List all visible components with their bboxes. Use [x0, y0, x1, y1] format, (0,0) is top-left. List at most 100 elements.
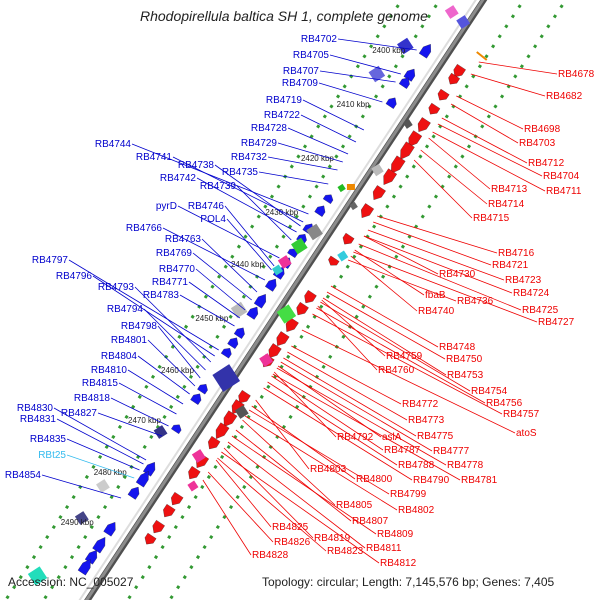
reverse-leader-17 — [347, 259, 457, 302]
reverse-gene-4 — [428, 102, 441, 115]
reverse-label-47: RB4809 — [377, 529, 414, 540]
forward-label-35: RB4830 — [17, 403, 54, 414]
gene-box-15 — [212, 364, 241, 392]
reverse-gene-29 — [152, 519, 165, 534]
reverse-label-12: RB4721 — [492, 260, 529, 271]
reverse-leader-43 — [248, 409, 390, 495]
forward-leader-11 — [214, 164, 301, 227]
forward-label-2: RB4705 — [293, 50, 330, 61]
forward-leader-8 — [277, 142, 343, 163]
gene-box-13 — [276, 304, 297, 324]
genome-title: Rhodopirellula baltica SH 1, complete ge… — [140, 8, 428, 24]
reverse-label-37: RB4788 — [398, 460, 435, 471]
accession-text: Accession: NC_005027 — [8, 575, 134, 589]
tick-label-9: 2480 kbp — [94, 468, 127, 477]
gene-box-20 — [187, 480, 199, 492]
reverse-gene-11 — [361, 203, 375, 219]
forward-leader-20 — [201, 238, 258, 293]
forward-label-25: RB4771 — [152, 277, 189, 288]
reverse-label-50: RB4811 — [366, 543, 402, 554]
reverse-gene-9 — [383, 168, 398, 185]
forward-label-21: RB4769 — [156, 248, 193, 259]
tick-label-6: 2450 kbp — [195, 314, 228, 323]
reverse-leader-53 — [202, 479, 252, 556]
forward-label-20: RB4763 — [165, 234, 202, 245]
reverse-gene-18 — [268, 343, 282, 359]
forward-leader-28 — [143, 308, 206, 371]
reverse-label-6: RB4704 — [543, 171, 580, 182]
gene-box-9 — [337, 250, 349, 262]
forward-label-1: RB4702 — [301, 34, 338, 45]
reverse-gene-30 — [144, 532, 157, 545]
reverse-leader-50 — [227, 441, 366, 549]
reverse-leader-29 — [291, 345, 402, 405]
reverse-gene-6 — [408, 130, 423, 147]
reverse-gene-27 — [171, 491, 184, 506]
reverse-label-7: RB4713 — [491, 184, 528, 195]
forward-leader-3 — [319, 70, 396, 83]
reverse-label-31: RB4775 — [417, 431, 454, 442]
gene-box-5 — [337, 183, 346, 193]
reverse-leader-35 — [271, 375, 384, 451]
forward-leader-19 — [162, 227, 266, 281]
reverse-leader-18 — [358, 243, 522, 311]
reverse-leader-7 — [428, 137, 491, 190]
forward-leader-13 — [258, 171, 329, 185]
forward-leader-6 — [300, 114, 357, 143]
gene-box-10 — [277, 255, 292, 269]
reverse-leader-41 — [255, 399, 310, 470]
reverse-label-48: RB4825 — [272, 522, 309, 533]
gene-box-1 — [397, 37, 414, 55]
forward-label-37: RB4831 — [20, 414, 57, 425]
gene-box-21 — [74, 511, 89, 525]
reverse-label-35: RB4787 — [384, 445, 421, 456]
reverse-label-52: RB4823 — [327, 546, 364, 557]
reverse-leader-30 — [287, 351, 408, 421]
forward-gene-4 — [385, 97, 397, 109]
forward-label-32: RB4810 — [91, 365, 128, 376]
forward-leader-27 — [179, 294, 235, 327]
forward-label-17: RB4746 — [188, 201, 225, 212]
reverse-leader-2 — [470, 73, 546, 97]
reverse-leader-6 — [437, 123, 543, 177]
forward-label-29: RB4798 — [121, 321, 158, 332]
forward-leader-17 — [224, 205, 275, 267]
forward-leader-15 — [236, 185, 292, 241]
forward-leader-33 — [118, 382, 177, 415]
reverse-label-42: RB4800 — [356, 474, 393, 485]
forward-leader-36 — [97, 412, 163, 437]
forward-leader-14 — [196, 177, 297, 233]
reverse-leader-20 — [353, 251, 538, 323]
reverse-gene-26 — [188, 465, 201, 480]
gene-tag-orange — [346, 184, 355, 190]
forward-label-28: RB4794 — [107, 304, 144, 315]
reverse-leader-40 — [272, 373, 461, 481]
reverse-label-17: RB4736 — [457, 296, 494, 307]
forward-label-30: RB4801 — [111, 335, 148, 346]
forward-gene-18 — [197, 384, 208, 395]
reverse-leader-28 — [312, 313, 503, 415]
reverse-label-3: RB4698 — [524, 124, 561, 135]
reverse-label-43: RB4799 — [390, 489, 427, 500]
forward-label-15: RB4739 — [200, 181, 237, 192]
forward-leader-7 — [287, 127, 349, 155]
reverse-gene-10 — [372, 185, 386, 201]
forward-label-18: POL4 — [200, 214, 226, 225]
reverse-leader-31 — [283, 357, 417, 437]
forward-leader-21 — [192, 252, 252, 301]
forward-gene-1 — [418, 43, 431, 59]
forward-leader-39 — [66, 454, 135, 479]
reverse-leader-5 — [441, 117, 528, 164]
reverse-label-22: RB4759 — [386, 351, 423, 362]
reverse-label-28: RB4757 — [503, 409, 540, 420]
forward-leader-29 — [157, 325, 201, 379]
reverse-label-4: RB4703 — [519, 138, 556, 149]
forward-label-10: RB4741 — [136, 152, 173, 163]
forward-leader-37 — [56, 418, 144, 465]
forward-label-16: pyrD — [156, 201, 177, 212]
forward-label-14: RB4742 — [160, 173, 197, 184]
reverse-gene-5 — [417, 117, 431, 133]
reverse-leader-8 — [432, 131, 546, 192]
genome-backbone — [84, 0, 485, 600]
gene-box-24 — [456, 15, 471, 29]
